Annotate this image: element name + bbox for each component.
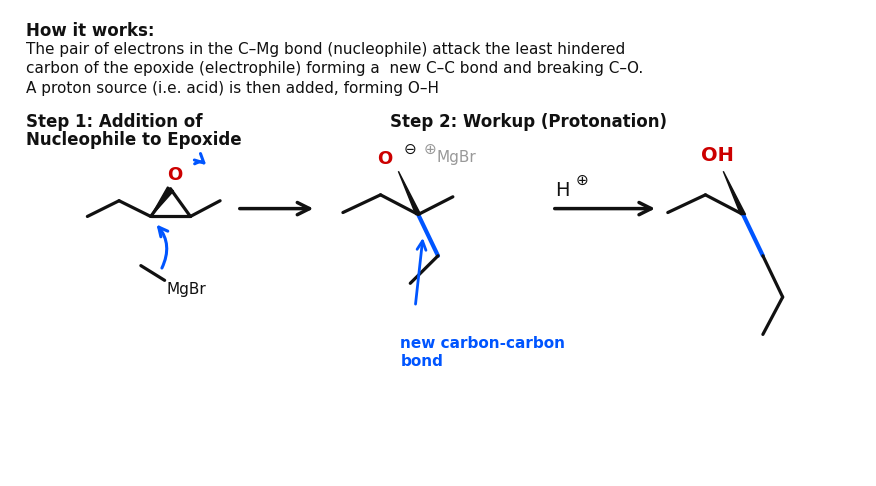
Text: ⊕: ⊕ — [576, 173, 589, 188]
Text: MgBr: MgBr — [166, 282, 207, 297]
Text: ⊕: ⊕ — [423, 142, 436, 157]
Text: O: O — [167, 166, 182, 184]
Text: Step 1: Addition of: Step 1: Addition of — [26, 113, 202, 131]
Polygon shape — [151, 187, 173, 216]
Text: new carbon-carbon
bond: new carbon-carbon bond — [400, 336, 565, 369]
Text: ⊖: ⊖ — [403, 142, 416, 157]
Text: Step 2: Workup (Protonation): Step 2: Workup (Protonation) — [391, 113, 668, 131]
Text: MgBr: MgBr — [436, 150, 476, 165]
Text: OH: OH — [701, 146, 734, 165]
Text: H: H — [555, 181, 570, 200]
Text: O: O — [377, 151, 392, 169]
Text: carbon of the epoxide (electrophile) forming a  new C–C bond and breaking C–O.: carbon of the epoxide (electrophile) for… — [26, 61, 643, 76]
Polygon shape — [724, 171, 745, 214]
Text: How it works:: How it works: — [26, 22, 154, 40]
Text: The pair of electrons in the C–Mg bond (nucleophile) attack the least hindered: The pair of electrons in the C–Mg bond (… — [26, 41, 625, 56]
Text: Nucleophile to Epoxide: Nucleophile to Epoxide — [26, 131, 242, 149]
Text: A proton source (i.e. acid) is then added, forming O–H: A proton source (i.e. acid) is then adde… — [26, 81, 439, 96]
Polygon shape — [399, 171, 420, 214]
